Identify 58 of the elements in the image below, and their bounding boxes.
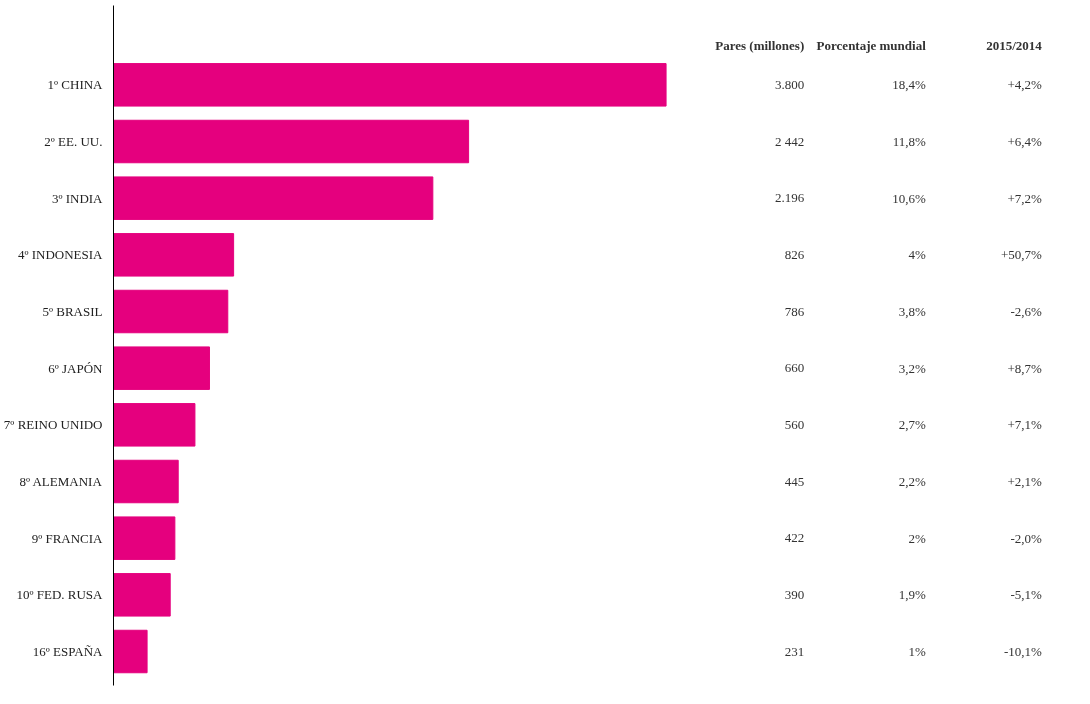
y-tick-label: 7º REINO UNIDO [3,417,103,433]
text: -5,1% [1010,587,1042,603]
bar [113,346,210,390]
bar [113,403,196,447]
text: 3,2% [898,360,926,376]
text: 2,2% [898,474,926,489]
text: +8,7% [1007,360,1042,376]
text: +7,1% [1007,417,1042,433]
text: 11,8% [892,134,926,149]
bar [113,629,148,674]
y-tick-label: 16º ESPAÑA [32,644,104,659]
bar [113,63,667,107]
y-tick-label: 5º BRASIL [42,304,103,319]
text: +50,7% [1000,247,1042,263]
y-tick-label: 4º INDONESIA [17,247,104,263]
data-label: 560 [784,416,805,432]
text: 10,6% [892,190,926,206]
text: Porcentaje mundial [816,37,927,53]
bar [113,573,171,617]
data-label: 2.196 [774,190,805,206]
text: 1,9% [898,587,926,603]
data-label: 660 [784,360,805,376]
data-label: 445 [784,473,805,489]
y-tick-label: 10º FED. RUSA [16,587,104,603]
text: 3,8% [898,304,926,319]
data-label: 826 [784,246,805,262]
x-axis-title: Pares (millones) [715,37,805,53]
y-tick-label: 1º CHINA [47,77,104,93]
text: 2015/2014 [986,37,1043,53]
data-label: 390 [784,586,805,602]
text: -2,0% [1010,530,1042,546]
data-label: 422 [784,530,805,546]
text: -2,6% [1010,304,1042,319]
bar [113,233,235,277]
text: 2,7% [898,417,926,433]
y-tick-label: 2º EE. UU. [44,134,103,149]
bar [113,516,176,560]
text: +6,4% [1007,134,1042,149]
y-tick-label: 8º ALEMANIA [19,474,103,489]
bar [113,289,229,334]
text: +7,2% [1007,190,1042,206]
y-tick-label: 9º FRANCIA [31,530,104,546]
bar [113,459,179,504]
text: +4,2% [1007,77,1042,93]
data-label: 231 [784,643,805,659]
bar [113,119,470,164]
data-label: 3.800 [774,76,805,92]
y-tick-label: 3º INDIA [51,190,104,206]
text: 18,4% [892,77,926,93]
bar [113,176,434,220]
y-tick-label: 6º JAPÓN [48,360,104,376]
text: 4% [908,247,926,263]
text: 1% [908,644,926,659]
text: +2,1% [1007,474,1042,489]
data-label: 2 442 [774,134,805,149]
text: 2% [908,530,926,546]
data-label: 786 [784,303,805,319]
text: -10,1% [1003,644,1042,659]
